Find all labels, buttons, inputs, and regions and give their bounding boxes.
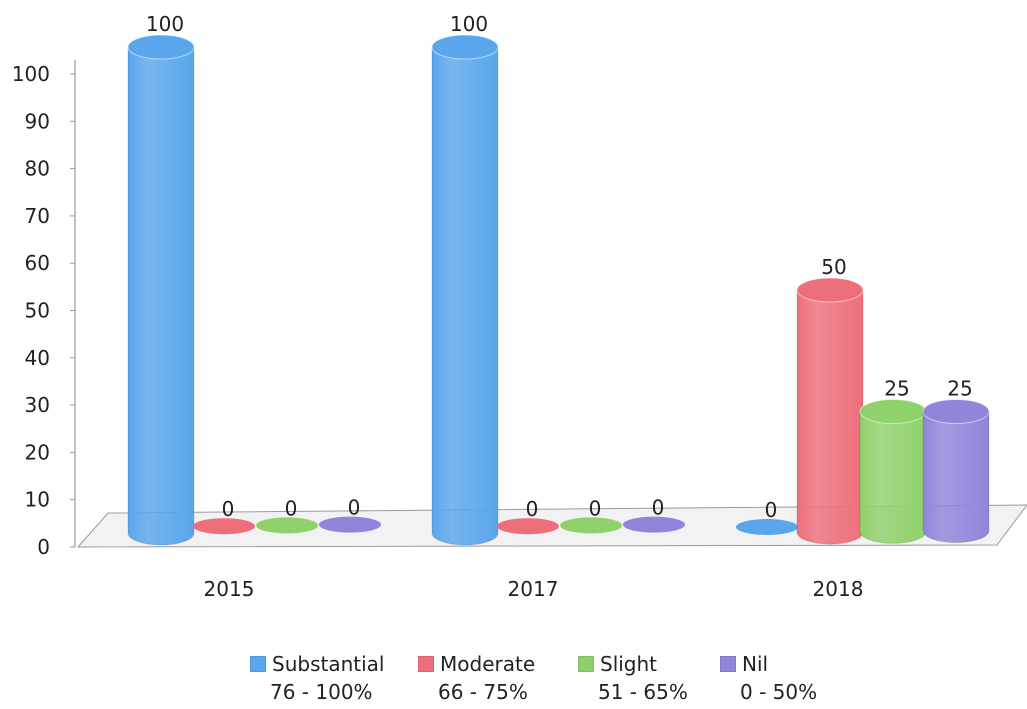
bar-base	[736, 519, 798, 535]
legend-swatch-nil	[720, 656, 736, 672]
y-tick-label: 100	[12, 62, 50, 86]
y-tick-label: 80	[25, 157, 50, 181]
bar-chart: 0 10 20 30 40 50 60 70 80 90 100 100 0 0 0 100 0 0 0 0 50 25…	[12, 12, 1027, 601]
legend-label-nil: Nil	[742, 652, 769, 676]
legend-swatch-substantial	[250, 656, 266, 672]
bar: 100	[127, 12, 195, 546]
y-tick-label: 20	[25, 440, 50, 464]
bar: 0	[193, 497, 255, 535]
x-category-label: 2017	[508, 577, 559, 601]
legend-item-nil: Nil 0 - 50%	[720, 650, 817, 706]
bar-base	[623, 516, 685, 533]
legend-range-moderate: 66 - 75%	[438, 680, 528, 704]
bar-value-label: 0	[285, 496, 298, 520]
y-tick-label: 70	[25, 204, 50, 228]
bar-body	[922, 411, 990, 544]
bar: 0	[736, 498, 798, 535]
y-tick-label: 10	[25, 488, 50, 512]
bar-value-label: 25	[947, 377, 972, 401]
bar-value-label: 0	[589, 496, 602, 520]
bar-base	[560, 517, 622, 534]
bar-body	[127, 46, 195, 546]
bar-top	[922, 399, 990, 424]
legend-item-slight: Slight 51 - 65%	[578, 650, 688, 706]
bar: 25	[859, 377, 927, 544]
bar-value-label: 0	[222, 497, 235, 521]
bar-base	[319, 516, 381, 533]
bar: 50	[796, 255, 864, 545]
bar: 25	[922, 377, 990, 544]
bar-top	[796, 277, 864, 303]
bar-base	[497, 518, 559, 535]
bar-top	[431, 34, 499, 60]
bar: 0	[623, 496, 685, 533]
bar-body	[859, 411, 927, 544]
chart-bars: 100 0 0 0 100 0 0 0 0 50 25 25	[127, 12, 990, 546]
bar-value-label: 25	[884, 377, 909, 401]
y-tick-label: 0	[37, 535, 50, 559]
y-tick-label: 30	[25, 393, 50, 417]
legend-item-substantial: Substantial 76 - 100%	[250, 650, 384, 706]
legend-range-nil: 0 - 50%	[740, 680, 818, 704]
x-category-label: 2015	[204, 577, 255, 601]
bar-value-label: 0	[765, 498, 778, 522]
legend-range-substantial: 76 - 100%	[270, 680, 373, 704]
bar-value-label: 100	[146, 12, 184, 36]
bar-top	[127, 34, 195, 60]
x-axis-categories: 2015 2017 2018	[204, 577, 864, 601]
legend-swatch-moderate	[418, 656, 434, 672]
legend-swatch-slight	[578, 656, 594, 672]
y-tick-label: 50	[25, 299, 50, 323]
legend-item-moderate: Moderate 66 - 75%	[418, 650, 535, 706]
bar-body	[796, 289, 864, 545]
y-tick-label: 60	[25, 251, 50, 275]
bar-value-label: 0	[652, 496, 665, 520]
legend-label-moderate: Moderate	[440, 652, 536, 676]
bar: 0	[256, 496, 318, 534]
bar-value-label: 0	[526, 497, 539, 521]
bar-body	[431, 46, 499, 546]
bar-base	[193, 518, 255, 535]
y-tick-label: 90	[25, 109, 50, 133]
bar: 100	[431, 12, 499, 546]
bar: 0	[560, 496, 622, 534]
bar: 0	[497, 497, 559, 535]
y-axis-ticks: 0 10 20 30 40 50 60 70 80 90 100	[12, 62, 75, 559]
bar-base	[256, 517, 318, 534]
legend: Substantial 76 - 100% Moderate 66 - 75% …	[0, 650, 1027, 709]
bar-value-label: 50	[821, 255, 846, 279]
bar-value-label: 100	[450, 12, 488, 36]
bar: 0	[319, 496, 381, 533]
legend-label-slight: Slight	[600, 652, 658, 676]
bar-value-label: 0	[348, 496, 361, 520]
bar-top	[859, 399, 927, 424]
x-category-label: 2018	[813, 577, 864, 601]
legend-label-substantial: Substantial	[272, 652, 385, 676]
legend-range-slight: 51 - 65%	[598, 680, 688, 704]
y-tick-label: 40	[25, 346, 50, 370]
